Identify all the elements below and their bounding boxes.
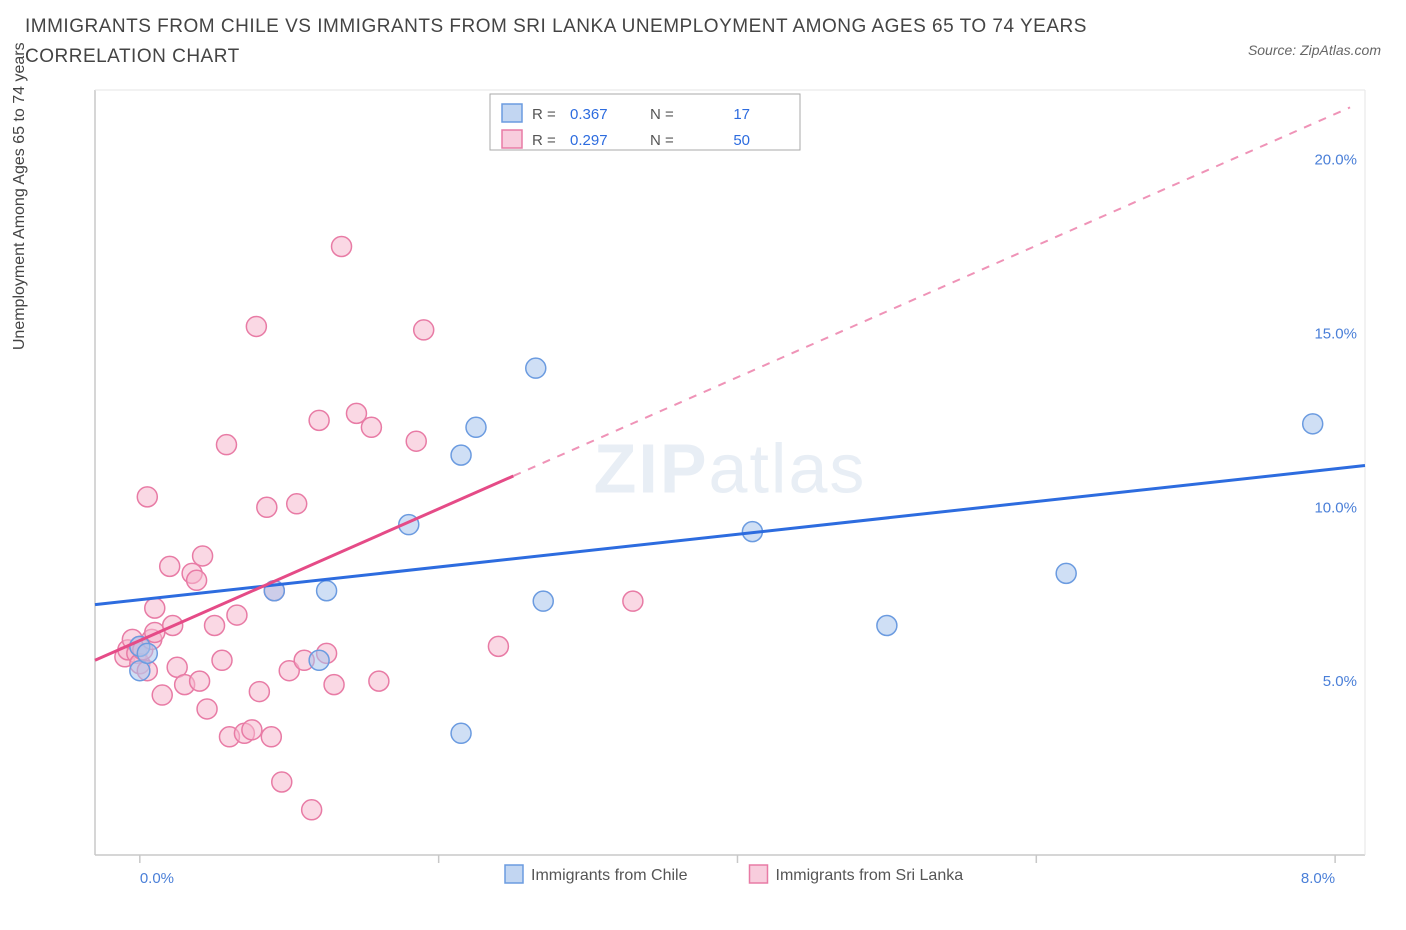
scatter-chart: ZIPatlas 0.0% 8.0% 5.0% 10.0% 15.0% 20.0% R = 0.… bbox=[75, 80, 1381, 910]
svg-text:0.0%: 0.0% bbox=[140, 870, 174, 887]
svg-text:R =: R = bbox=[532, 106, 556, 123]
svg-text:ZIPatlas: ZIPatlas bbox=[594, 430, 867, 508]
chart-title: IMMIGRANTS FROM CHILE VS IMMIGRANTS FROM… bbox=[25, 12, 1125, 73]
svg-text:15.0%: 15.0% bbox=[1314, 325, 1357, 342]
source-label: Source: ZipAtlas.com bbox=[1248, 42, 1381, 58]
svg-text:17: 17 bbox=[733, 106, 750, 123]
svg-text:10.0%: 10.0% bbox=[1314, 499, 1357, 516]
svg-text:0.297: 0.297 bbox=[570, 132, 608, 149]
svg-text:N =: N = bbox=[650, 132, 674, 149]
svg-text:R =: R = bbox=[532, 132, 556, 149]
svg-text:Immigrants from Sri Lanka: Immigrants from Sri Lanka bbox=[776, 867, 964, 884]
svg-text:8.0%: 8.0% bbox=[1301, 870, 1335, 887]
svg-text:N =: N = bbox=[650, 106, 674, 123]
svg-text:5.0%: 5.0% bbox=[1323, 673, 1357, 690]
y-axis-label: Unemployment Among Ages 65 to 74 years bbox=[11, 42, 29, 350]
svg-text:20.0%: 20.0% bbox=[1314, 152, 1357, 169]
svg-text:50: 50 bbox=[733, 132, 750, 149]
svg-text:Immigrants from Chile: Immigrants from Chile bbox=[531, 867, 688, 884]
svg-text:0.367: 0.367 bbox=[570, 106, 608, 123]
